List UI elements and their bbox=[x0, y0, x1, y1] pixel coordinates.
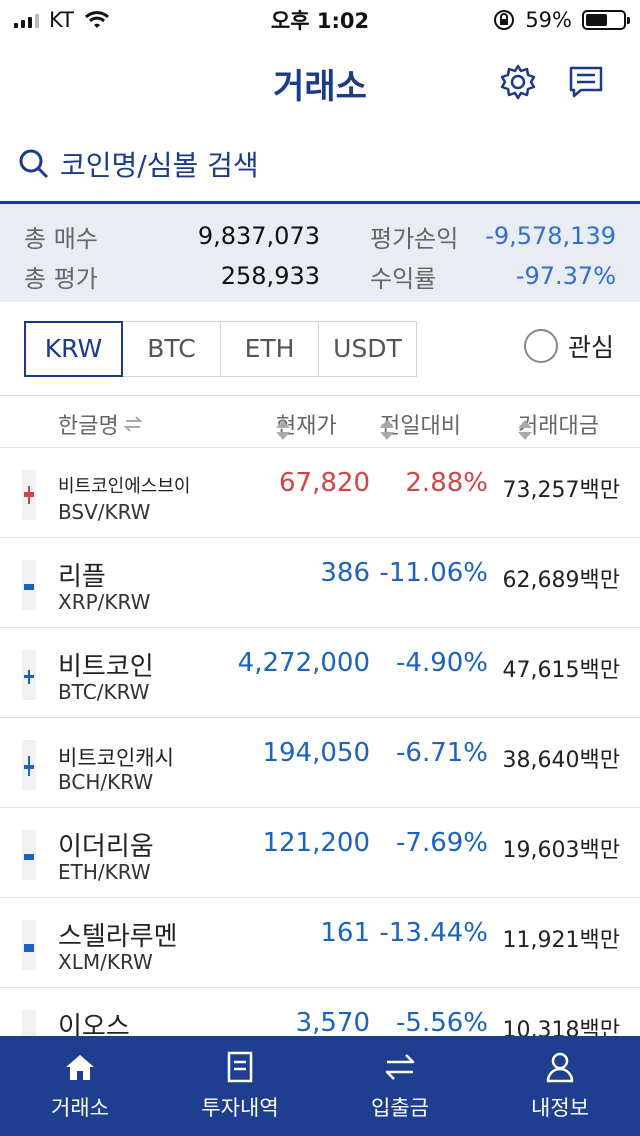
coin-volume: 19,603백만 bbox=[502, 838, 620, 863]
coin-change: -4.90% bbox=[396, 648, 488, 678]
coin-change: -7.69% bbox=[396, 828, 488, 858]
coin-volume: 11,921백만 bbox=[502, 928, 620, 953]
coin-name: 비트코인 bbox=[58, 652, 154, 682]
coin-change: 2.88% bbox=[405, 468, 488, 498]
nav-exchange[interactable]: 거래소 bbox=[0, 1036, 160, 1136]
candle-icon bbox=[22, 740, 36, 790]
search-icon bbox=[19, 149, 49, 178]
coin-list: 비트코인에스브이 BSV/KRW 67,820 2.88% 73,257백만 리… bbox=[0, 448, 640, 1078]
tab-btc[interactable]: BTC bbox=[122, 320, 221, 377]
coin-symbol: BCH/KRW bbox=[58, 770, 154, 794]
coin-price: 161 bbox=[320, 918, 370, 948]
coin-change: -6.71% bbox=[396, 738, 488, 768]
coin-name: 비트코인캐시 bbox=[58, 746, 174, 770]
column-header: 한글명 현재가 전일대비 거래대금 bbox=[0, 396, 640, 448]
list-item[interactable]: 이더리움 ETH/KRW 121,200 -7.69% 19,603백만 bbox=[0, 808, 640, 898]
signal-icon bbox=[14, 12, 39, 28]
candle-icon bbox=[22, 650, 36, 700]
total-buy-value: 9,837,073 bbox=[197, 222, 320, 250]
document-icon bbox=[223, 1050, 257, 1084]
sort-icon bbox=[380, 420, 394, 440]
tab-krw[interactable]: KRW bbox=[24, 320, 123, 377]
bottom-nav: 거래소 투자내역 입출금 내정보 bbox=[0, 1036, 640, 1136]
coin-name: 스텔라루멘 bbox=[58, 922, 178, 952]
page-title: 거래소 bbox=[273, 66, 367, 107]
user-icon bbox=[543, 1050, 577, 1084]
sort-volume-button[interactable]: 거래대금 bbox=[518, 408, 599, 440]
candle-icon bbox=[22, 470, 36, 520]
pnl-value: -9,578,139 bbox=[485, 222, 616, 250]
nav-profile-label: 내정보 bbox=[531, 1096, 589, 1120]
coin-volume: 62,689백만 bbox=[502, 568, 620, 593]
transfer-icon bbox=[383, 1050, 417, 1084]
carrier-label: KT bbox=[49, 8, 74, 32]
coin-name: 리플 bbox=[58, 562, 106, 592]
candle-icon bbox=[22, 920, 36, 970]
coin-price: 3,570 bbox=[295, 1008, 370, 1038]
candle-icon bbox=[22, 560, 36, 610]
radio-circle-icon bbox=[523, 329, 558, 363]
gear-icon[interactable] bbox=[498, 62, 538, 102]
coin-price: 4,272,000 bbox=[237, 648, 370, 678]
chat-icon[interactable] bbox=[566, 62, 606, 102]
swap-sort-icon bbox=[123, 416, 143, 432]
rotation-lock-icon bbox=[494, 10, 515, 30]
coin-change: -13.44% bbox=[379, 918, 488, 948]
home-icon bbox=[63, 1050, 97, 1084]
list-item[interactable]: 리플 XRP/KRW 386 -11.06% 62,689백만 bbox=[0, 538, 640, 628]
status-bar: KT 오후 1:02 59% bbox=[0, 0, 640, 40]
market-tabs: KRW BTC ETH USDT 관심 bbox=[0, 302, 640, 396]
favorite-label: 관심 bbox=[567, 333, 614, 362]
search-input[interactable]: 코인명/심볼 검색 bbox=[60, 148, 259, 182]
nav-transfer-label: 입출금 bbox=[371, 1096, 429, 1120]
coin-symbol: ETH/KRW bbox=[58, 860, 151, 884]
wifi-icon bbox=[84, 11, 109, 28]
yield-label: 수익률 bbox=[370, 264, 437, 293]
favorite-toggle[interactable]: 관심 bbox=[523, 328, 614, 364]
sort-name-button[interactable]: 한글명 bbox=[58, 408, 143, 440]
coin-change: -5.56% bbox=[396, 1008, 488, 1038]
portfolio-summary: 총 매수 9,837,073 평가손익 -9,578,139 총 평가 258,… bbox=[0, 204, 640, 302]
candle-icon bbox=[22, 830, 36, 880]
total-eval-label: 총 평가 bbox=[24, 264, 98, 293]
total-buy-label: 총 매수 bbox=[24, 224, 98, 253]
coin-symbol: XLM/KRW bbox=[58, 950, 153, 974]
list-item[interactable]: 비트코인에스브이 BSV/KRW 67,820 2.88% 73,257백만 bbox=[0, 448, 640, 538]
coin-name: 이더리움 bbox=[58, 832, 154, 862]
tab-eth[interactable]: ETH bbox=[220, 320, 319, 377]
coin-price: 386 bbox=[320, 558, 370, 588]
battery-percent: 59% bbox=[525, 8, 572, 32]
sort-icon bbox=[276, 420, 290, 440]
total-eval-value: 258,933 bbox=[220, 262, 320, 290]
nav-profile[interactable]: 내정보 bbox=[480, 1036, 640, 1136]
sort-change-button[interactable]: 전일대비 bbox=[380, 408, 461, 440]
list-item[interactable]: 비트코인캐시 BCH/KRW 194,050 -6.71% 38,640백만 bbox=[0, 718, 640, 808]
coin-volume: 38,640백만 bbox=[502, 748, 620, 773]
sort-price-button[interactable]: 현재가 bbox=[276, 408, 337, 440]
sort-icon bbox=[518, 420, 532, 440]
pnl-label: 평가손익 bbox=[370, 224, 459, 253]
nav-investments[interactable]: 투자내역 bbox=[160, 1036, 320, 1136]
yield-value: -97.37% bbox=[515, 262, 616, 290]
search-bar[interactable]: 코인명/심볼 검색 bbox=[0, 126, 640, 204]
nav-exchange-label: 거래소 bbox=[51, 1096, 109, 1120]
coin-price: 194,050 bbox=[262, 738, 370, 768]
coin-price: 121,200 bbox=[262, 828, 370, 858]
column-name-label: 한글명 bbox=[58, 414, 119, 439]
nav-transfer[interactable]: 입출금 bbox=[320, 1036, 480, 1136]
battery-icon bbox=[582, 10, 630, 30]
coin-volume: 73,257백만 bbox=[502, 478, 620, 503]
coin-volume: 47,615백만 bbox=[502, 658, 620, 683]
list-item[interactable]: 스텔라루멘 XLM/KRW 161 -13.44% 11,921백만 bbox=[0, 898, 640, 988]
coin-symbol: XRP/KRW bbox=[58, 590, 151, 614]
coin-symbol: BSV/KRW bbox=[58, 500, 151, 524]
coin-name: 비트코인에스브이 bbox=[58, 476, 191, 497]
coin-symbol: BTC/KRW bbox=[58, 680, 150, 704]
nav-investments-label: 투자내역 bbox=[201, 1096, 279, 1120]
coin-change: -11.06% bbox=[379, 558, 488, 588]
tab-usdt[interactable]: USDT bbox=[318, 320, 417, 377]
app-header: 거래소 bbox=[0, 40, 640, 126]
list-item[interactable]: 비트코인 BTC/KRW 4,272,000 -4.90% 47,615백만 bbox=[0, 628, 640, 718]
coin-price: 67,820 bbox=[279, 468, 370, 498]
